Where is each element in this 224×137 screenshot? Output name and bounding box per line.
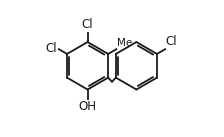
Text: Cl: Cl xyxy=(82,18,93,31)
Text: Cl: Cl xyxy=(166,35,177,48)
Text: OH: OH xyxy=(79,100,97,113)
Text: Cl: Cl xyxy=(46,42,58,55)
Text: Me: Me xyxy=(117,38,132,48)
